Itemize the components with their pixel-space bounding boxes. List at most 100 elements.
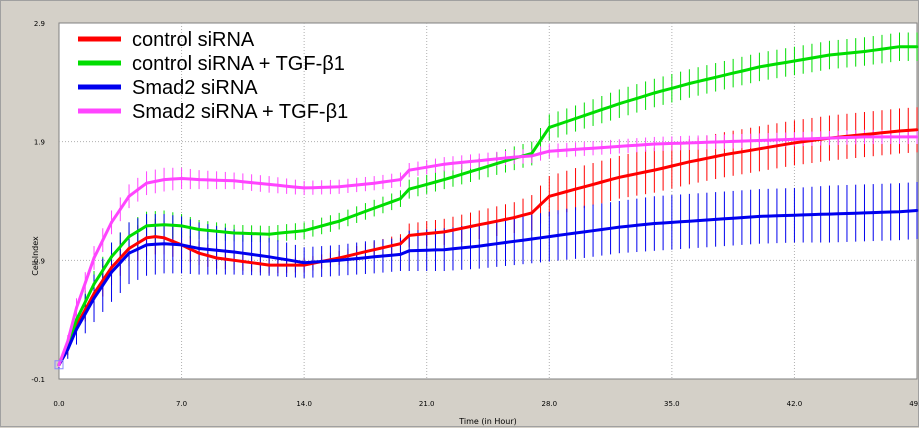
series-1-point xyxy=(259,262,262,266)
series-3-point xyxy=(259,254,262,257)
series-4-point xyxy=(644,143,647,146)
series-4-point xyxy=(609,145,612,149)
series-1-point xyxy=(591,183,595,186)
series-1-point xyxy=(758,147,761,150)
series-3-point xyxy=(801,213,805,217)
series-2-point xyxy=(898,45,901,48)
series-3-point xyxy=(381,254,385,258)
series-4-point xyxy=(224,179,227,182)
series-4-point xyxy=(320,186,323,189)
series-4-point xyxy=(653,142,656,146)
series-1-point xyxy=(346,254,350,258)
series-3-point xyxy=(189,245,192,248)
series-2-point xyxy=(740,69,744,73)
series-1-point xyxy=(206,254,210,257)
series-1-point xyxy=(907,129,910,132)
series-2-point xyxy=(723,74,726,77)
series-4-point xyxy=(784,138,787,141)
series-1-point xyxy=(513,216,516,219)
series-1-point xyxy=(609,178,612,181)
series-1-point xyxy=(355,252,358,256)
series-4-point xyxy=(390,179,393,183)
series-1-point xyxy=(504,218,507,221)
series-4-point xyxy=(84,281,87,285)
x-tick-label: 21.0 xyxy=(419,400,435,408)
series-2-point xyxy=(206,229,210,232)
series-2-point xyxy=(583,114,586,117)
series-1-point xyxy=(898,129,901,133)
series-2-point xyxy=(688,82,691,85)
series-4-point xyxy=(530,154,533,158)
series-4-point xyxy=(197,178,201,181)
series-1-point xyxy=(548,195,551,198)
series-1-point xyxy=(162,236,166,239)
series-4-point xyxy=(731,140,735,143)
series-1-point xyxy=(372,248,376,251)
series-1-point xyxy=(740,150,744,153)
series-3-point xyxy=(224,249,227,253)
series-4-point xyxy=(408,168,411,172)
series-3-point xyxy=(372,255,376,258)
series-4-point xyxy=(337,185,341,188)
series-1-point xyxy=(136,241,139,245)
series-2-point xyxy=(635,97,639,100)
series-2-point xyxy=(101,269,104,272)
series-3-point xyxy=(854,211,857,215)
series-2-point xyxy=(714,76,717,79)
series-1-point xyxy=(705,157,709,160)
series-1-point xyxy=(337,256,341,260)
series-3-point xyxy=(408,249,411,253)
series-3-point xyxy=(670,221,674,224)
series-3-point xyxy=(644,223,647,226)
series-1-point xyxy=(399,242,402,245)
series-4-point xyxy=(670,142,674,145)
series-4-point xyxy=(504,156,507,160)
series-2-point xyxy=(863,50,866,53)
series-3-point xyxy=(302,261,306,264)
series-4-point xyxy=(819,137,822,140)
series-4-point xyxy=(250,181,253,184)
series-4-point xyxy=(372,182,376,185)
series-4-point xyxy=(574,148,577,151)
y-tick-label: 2.9 xyxy=(34,20,45,28)
series-3-point xyxy=(548,235,551,238)
series-3-point xyxy=(434,248,437,252)
series-lines xyxy=(54,45,919,370)
series-3-point xyxy=(92,297,96,300)
series-3-point xyxy=(661,221,665,225)
series-3-point xyxy=(399,253,402,256)
series-3-point xyxy=(486,243,490,247)
series-1-point xyxy=(530,211,533,215)
series-4-point xyxy=(907,135,910,139)
series-1-point xyxy=(224,257,227,261)
series-2-point xyxy=(434,180,437,184)
series-1-point xyxy=(600,180,604,184)
series-4-point xyxy=(723,140,726,143)
series-2-point xyxy=(644,94,647,97)
series-2-point xyxy=(907,45,910,48)
series-2-point xyxy=(591,111,595,114)
series-3-point xyxy=(837,212,840,215)
series-2-point xyxy=(486,165,490,168)
series-1-point xyxy=(486,221,490,225)
series-4-point xyxy=(329,185,332,189)
series-4-point xyxy=(241,180,245,183)
series-4-point xyxy=(119,208,122,211)
series-3-point xyxy=(250,253,253,256)
series-3-point xyxy=(101,284,104,287)
series-1-point xyxy=(215,256,218,260)
series-4-point xyxy=(180,177,183,180)
series-1-point xyxy=(232,259,236,262)
series-3-point xyxy=(600,228,604,231)
series-2-point xyxy=(390,200,393,203)
y-tick-label: 1.9 xyxy=(34,139,45,147)
series-3-point xyxy=(416,249,420,252)
series-3-point xyxy=(285,258,288,261)
series-3-point xyxy=(845,212,849,215)
series-1-point xyxy=(84,308,87,311)
series-1-point xyxy=(267,263,271,267)
y-axis-ticks: 2.9 1.9 0.9 -0.1 xyxy=(31,20,45,384)
series-4-point xyxy=(801,137,805,141)
